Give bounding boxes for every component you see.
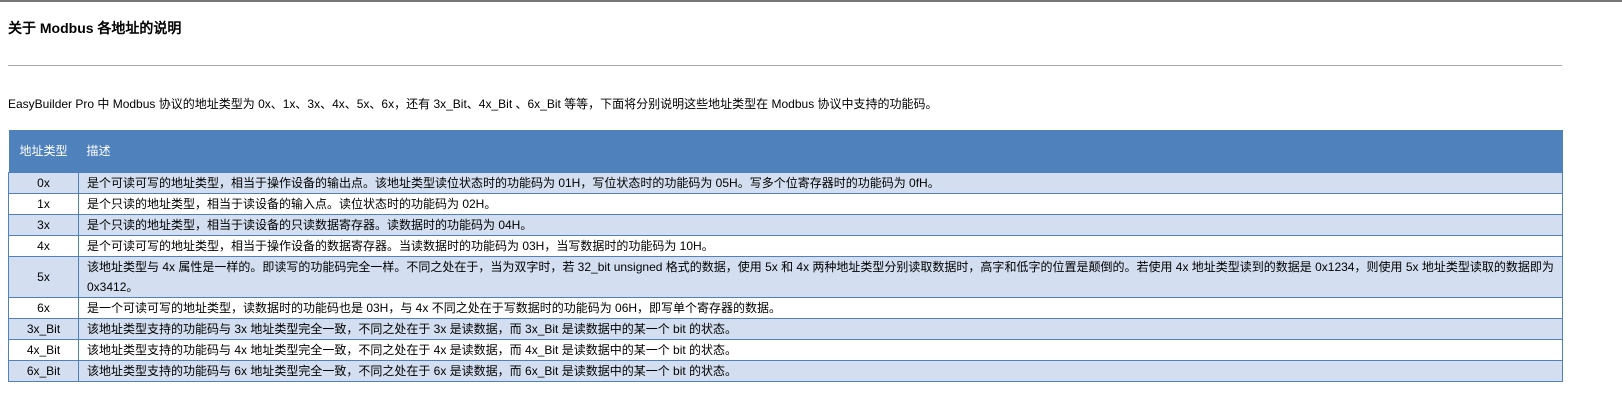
description-cell: 是个只读的地址类型，相当于读设备的只读数据寄存器。读数据时的功能码为 04H。 bbox=[78, 214, 1563, 236]
header-description: 描述 bbox=[78, 130, 1563, 173]
address-type-table: 地址类型 描述 0x 是个可读可写的地址类型，相当于操作设备的输出点。该地址类型读… bbox=[8, 130, 1563, 382]
table-row: 1x 是个只读的地址类型，相当于读设备的输入点。读位状态时的功能码为 02H。 bbox=[8, 193, 1563, 215]
description-cell: 是个可读可写的地址类型，相当于操作设备的输出点。该地址类型读位状态时的功能码为 … bbox=[78, 172, 1563, 194]
address-type-cell: 6x bbox=[8, 297, 79, 319]
address-type-cell: 6x_Bit bbox=[8, 360, 79, 382]
description-cell: 该地址类型支持的功能码与 6x 地址类型完全一致，不同之处在于 6x 是读数据，… bbox=[78, 360, 1563, 382]
address-type-cell: 0x bbox=[8, 172, 79, 194]
table-row: 3x_Bit 该地址类型支持的功能码与 3x 地址类型完全一致，不同之处在于 3x… bbox=[8, 318, 1563, 340]
table-row: 4x 是个可读可写的地址类型，相当于操作设备的数据寄存器。当读数据时的功能码为 0… bbox=[8, 235, 1563, 257]
table-row: 3x 是个只读的地址类型，相当于读设备的只读数据寄存器。读数据时的功能码为 04H… bbox=[8, 214, 1563, 236]
address-type-cell: 4x_Bit bbox=[8, 339, 79, 361]
table-row: 5x 该地址类型与 4x 属性是一样的。即读写的功能码完全一样。不同之处在于，当为… bbox=[8, 256, 1563, 298]
description-cell: 该地址类型支持的功能码与 3x 地址类型完全一致，不同之处在于 3x 是读数据，… bbox=[78, 318, 1563, 340]
top-border bbox=[0, 0, 1622, 2]
address-type-cell: 5x bbox=[8, 256, 79, 298]
intro-paragraph: EasyBuilder Pro 中 Modbus 协议的地址类型为 0x、1x、… bbox=[8, 97, 938, 111]
address-type-cell: 4x bbox=[8, 235, 79, 257]
description-cell: 该地址类型与 4x 属性是一样的。即读写的功能码完全一样。不同之处在于，当为双字… bbox=[78, 256, 1563, 298]
table-header-row: 地址类型 描述 bbox=[8, 130, 1563, 173]
divider bbox=[8, 65, 1562, 66]
table-row: 0x 是个可读可写的地址类型，相当于操作设备的输出点。该地址类型读位状态时的功能码… bbox=[8, 172, 1563, 194]
table-row: 6x_Bit 该地址类型支持的功能码与 6x 地址类型完全一致，不同之处在于 6x… bbox=[8, 360, 1563, 382]
address-type-cell: 1x bbox=[8, 193, 79, 215]
table-row: 4x_Bit 该地址类型支持的功能码与 4x 地址类型完全一致，不同之处在于 4x… bbox=[8, 339, 1563, 361]
table-row: 6x 是一个可读可写的地址类型，读数据时的功能码也是 03H，与 4x 不同之处在… bbox=[8, 297, 1563, 319]
description-cell: 该地址类型支持的功能码与 4x 地址类型完全一致，不同之处在于 4x 是读数据，… bbox=[78, 339, 1563, 361]
description-cell: 是一个可读可写的地址类型，读数据时的功能码也是 03H，与 4x 不同之处在于写… bbox=[78, 297, 1563, 319]
address-type-cell: 3x_Bit bbox=[8, 318, 79, 340]
description-cell: 是个可读可写的地址类型，相当于操作设备的数据寄存器。当读数据时的功能码为 03H… bbox=[78, 235, 1563, 257]
address-type-cell: 3x bbox=[8, 214, 79, 236]
header-address-type: 地址类型 bbox=[8, 130, 79, 173]
description-cell: 是个只读的地址类型，相当于读设备的输入点。读位状态时的功能码为 02H。 bbox=[78, 193, 1563, 215]
page-title: 关于 Modbus 各地址的说明 bbox=[8, 20, 182, 36]
